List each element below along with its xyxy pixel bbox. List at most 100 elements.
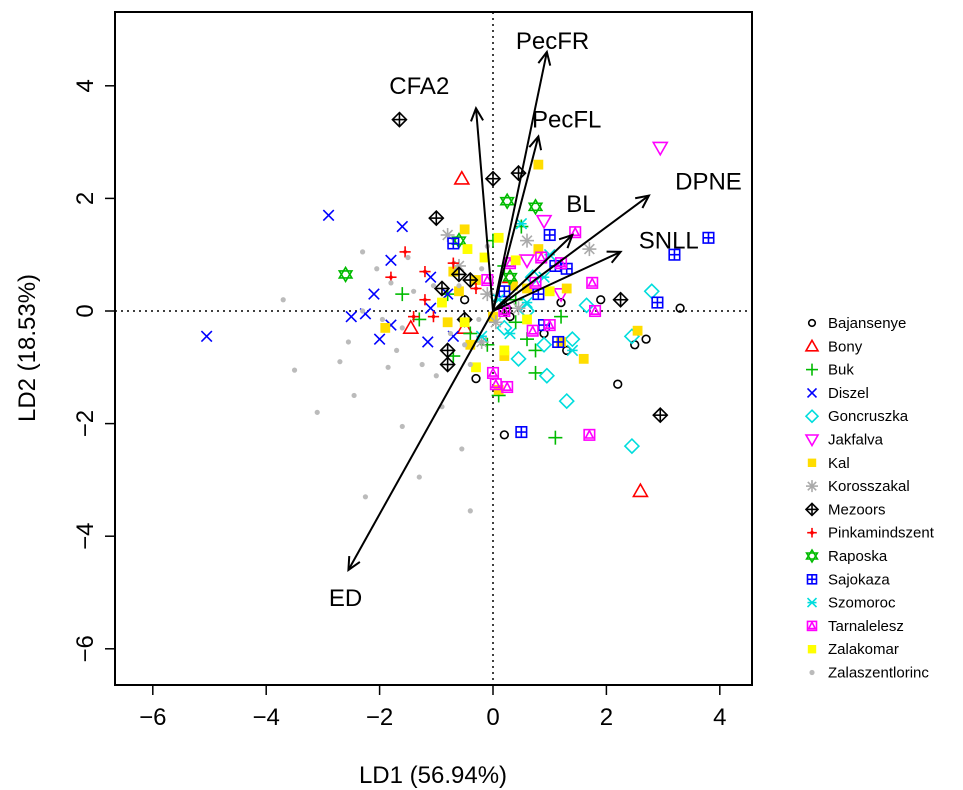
vector-ed: ED [329,310,494,612]
point-buk [554,309,569,324]
point-bajansenye [459,295,470,305]
legend-label: Szomoroc [828,595,896,612]
legend-item-bajansenye: Bajansenye [807,315,906,332]
x-tick-label: 0 [486,704,499,731]
legend-item-tarnalelesz: Tarnalelesz [806,618,904,635]
legend-label: Zalaszentlorinc [828,665,929,682]
point-zalaszentlorinc [447,330,454,337]
point-zalaszentlorinc [430,283,437,289]
legend-marker [804,338,820,352]
point-tarnalelesz [535,251,548,264]
legend-marker [807,458,817,467]
point-goncruszka [623,437,641,455]
point-goncruszka [538,367,555,384]
point-zalaszentlorinc [374,266,380,272]
point-zalakomar [437,297,447,308]
legend-item-diszel: Diszel [806,385,869,402]
point-raposka [527,198,544,216]
point-pinkamindszent [419,294,431,306]
legend-marker [804,502,820,517]
legend-label: Goncruszka [828,408,909,425]
legend-marker [804,434,820,448]
point-zalaszentlorinc [411,288,417,294]
point-raposka [337,265,354,283]
point-zalaszentlorinc [359,308,366,314]
point-tarnalelesz [583,428,596,441]
legend-label: Bony [828,338,863,355]
point-buk [480,337,495,352]
vector-label-bl: BL [566,191,595,218]
point-mezoors [462,271,479,289]
vector-label-snll: SNLL [639,228,699,255]
point-pinkamindszent [447,257,459,269]
legend-marker [804,409,820,424]
point-mezoors [652,407,669,424]
vector-label-pecfr: PecFR [516,28,589,55]
x-tick-label: 2 [600,704,613,731]
x-axis-title: LD1 (56.94%) [359,762,507,789]
point-zalaszentlorinc [291,367,298,373]
point-buk [463,326,478,341]
point-buk [508,315,523,330]
point-sajokaza [702,231,715,244]
vector-cfa2: CFA2 [389,73,494,312]
point-zalaszentlorinc [362,494,369,500]
vector-label-pecfl: PecFL [532,107,601,134]
point-buk [528,343,543,358]
legend-marker [806,363,818,376]
point-zalakomar [522,314,532,325]
point-zalaszentlorinc [467,508,473,514]
vector-label-cfa2: CFA2 [389,73,449,100]
point-raposka [499,192,515,210]
point-mezoors [391,111,408,128]
point-zalaszentlorinc [385,364,391,370]
point-zalaszentlorinc [314,409,320,415]
point-goncruszka [510,350,527,367]
point-bony [402,319,420,334]
point-szomoroc [566,344,579,357]
point-zalaszentlorinc [456,283,462,289]
legend-item-kal: Kal [807,455,850,472]
point-jakfalva [518,254,536,269]
point-zalaszentlorinc [479,266,485,272]
point-szomoroc [504,327,516,340]
legend-label: Tarnalelesz [828,618,904,635]
legend-marker [805,548,819,564]
point-bajansenye [641,334,651,344]
point-kal [448,266,459,277]
point-zalaszentlorinc [337,359,343,365]
point-zalaszentlorinc [405,254,411,261]
point-zalaszentlorinc [433,373,439,379]
point-bajansenye [613,379,623,389]
point-sajokaza [552,335,565,349]
point-szomoroc [515,217,528,230]
point-kal [459,224,470,235]
point-goncruszka [558,392,575,410]
y-tick-label: −2 [72,410,99,437]
legend-marker [806,573,818,585]
x-tick-label: −4 [253,704,280,731]
y-tick-label: 0 [72,304,99,317]
point-mezoors [428,209,445,227]
x-tick-label: 4 [713,704,726,731]
point-kal [465,339,476,350]
point-diszel [322,209,335,222]
point-jakfalva [651,141,669,157]
point-pinkamindszent [408,311,420,323]
point-bajansenye [556,297,566,308]
point-zalaszentlorinc [462,342,468,348]
point-korosszakal [520,233,535,248]
point-tarnalelesz [489,378,502,391]
plot-frame [114,11,753,686]
legend-item-raposka: Raposka [805,548,888,565]
point-sajokaza [515,425,528,439]
point-pinkamindszent [419,265,431,278]
point-sajokaza [447,237,460,250]
point-kal [507,280,518,291]
point-goncruszka [535,336,553,353]
legend-item-mezoors: Mezoors [804,501,886,518]
point-mezoors [439,342,456,359]
legend-label: Jakfalva [828,432,884,449]
